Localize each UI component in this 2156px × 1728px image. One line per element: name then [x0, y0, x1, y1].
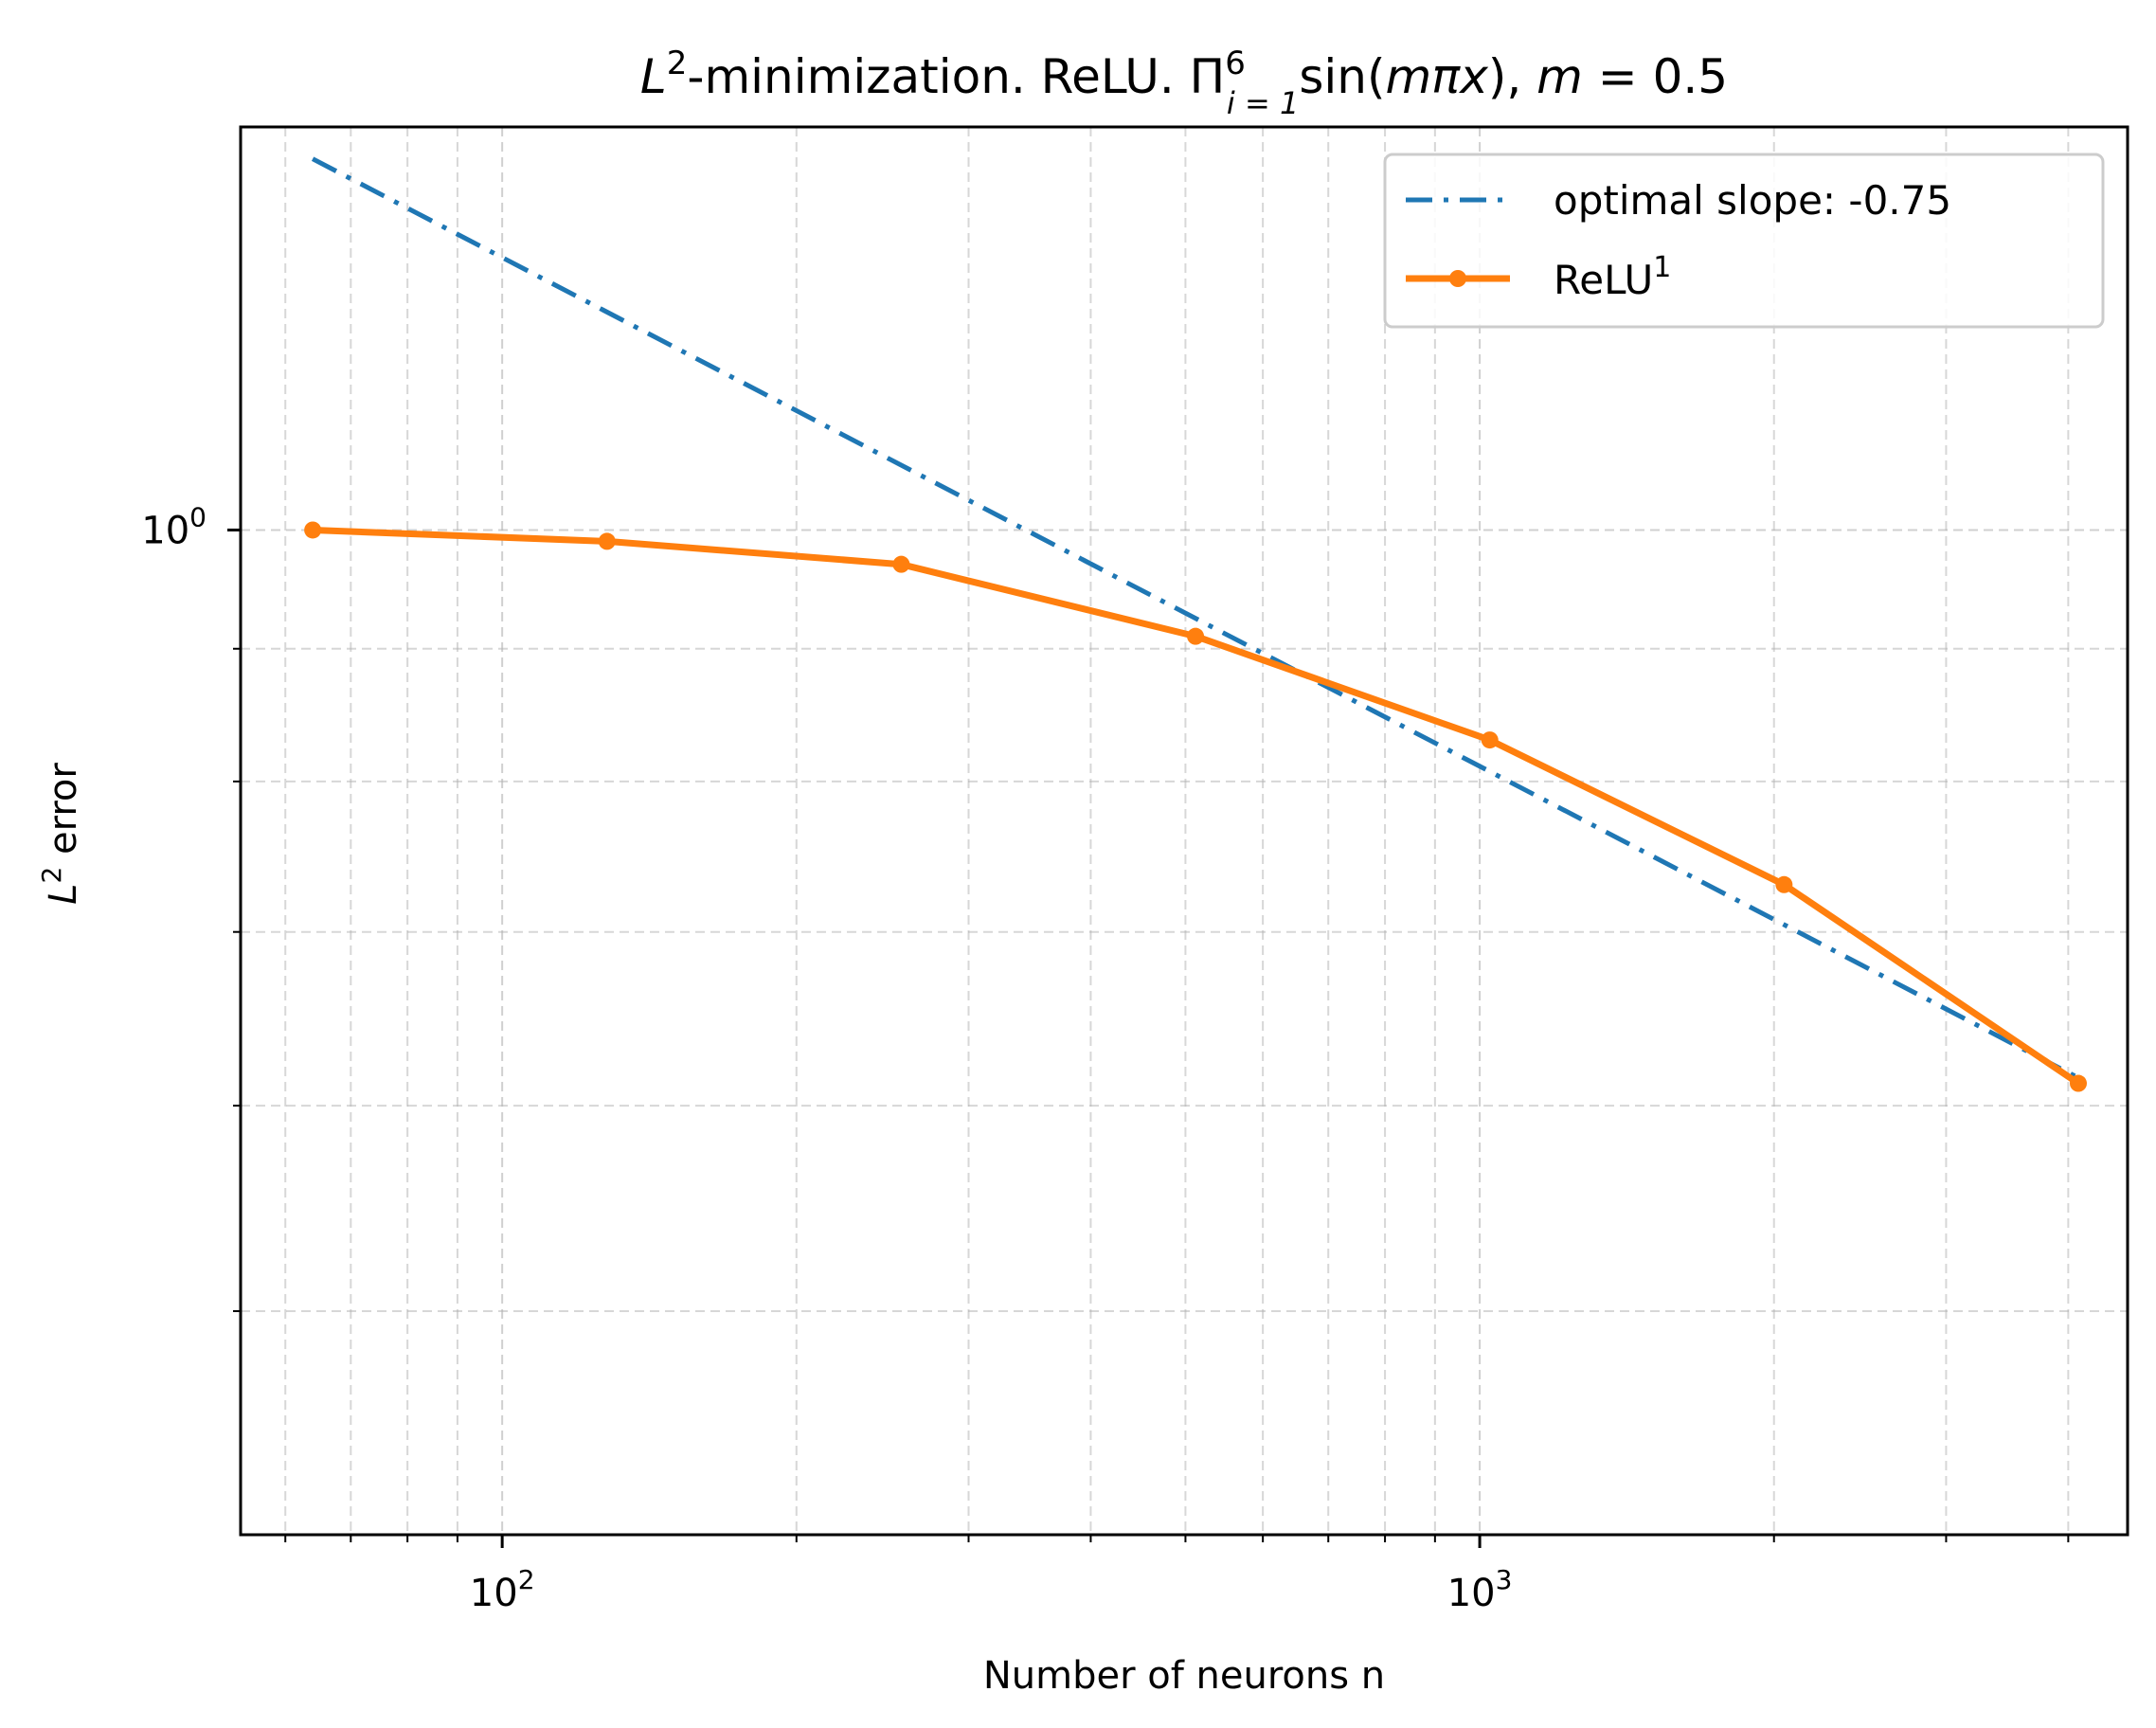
y-axis-label: L2 error	[36, 763, 85, 905]
legend-marker-relu	[1449, 270, 1466, 287]
relu-data-point	[1775, 875, 1793, 893]
relu-data-point	[1187, 627, 1205, 645]
plot-area	[241, 127, 2128, 1535]
x-tick-label-100: 102	[470, 1564, 535, 1615]
x-tick-labels: 102 103	[470, 1564, 1513, 1615]
x-axis-label: Number of neurons n	[983, 1654, 1385, 1698]
legend-label-relu: ReLU1	[1554, 251, 1671, 303]
relu-data-point	[598, 532, 616, 550]
legend-label-optimal-slope: optimal slope: -0.75	[1554, 177, 1951, 224]
relu-data-point	[1481, 731, 1499, 749]
legend: optimal slope: -0.75 ReLU1	[1383, 153, 2105, 329]
y-tick-label-1: 100	[141, 501, 207, 552]
relu-markers	[304, 521, 2087, 1092]
axes-frame	[239, 125, 2129, 1537]
legend-box	[1383, 153, 2105, 329]
chart-title: L2-minimization. ReLU. Π6 i = 1sin(mπx), …	[640, 45, 1728, 121]
relu-data-point	[892, 555, 910, 573]
grid	[241, 127, 2128, 1535]
relu-data-point	[304, 521, 322, 539]
relu-data-point	[2069, 1074, 2087, 1092]
series-layer	[304, 156, 2087, 1092]
series-optimal-slope-line	[311, 156, 2080, 1080]
x-tick-label-1000: 103	[1447, 1564, 1513, 1615]
